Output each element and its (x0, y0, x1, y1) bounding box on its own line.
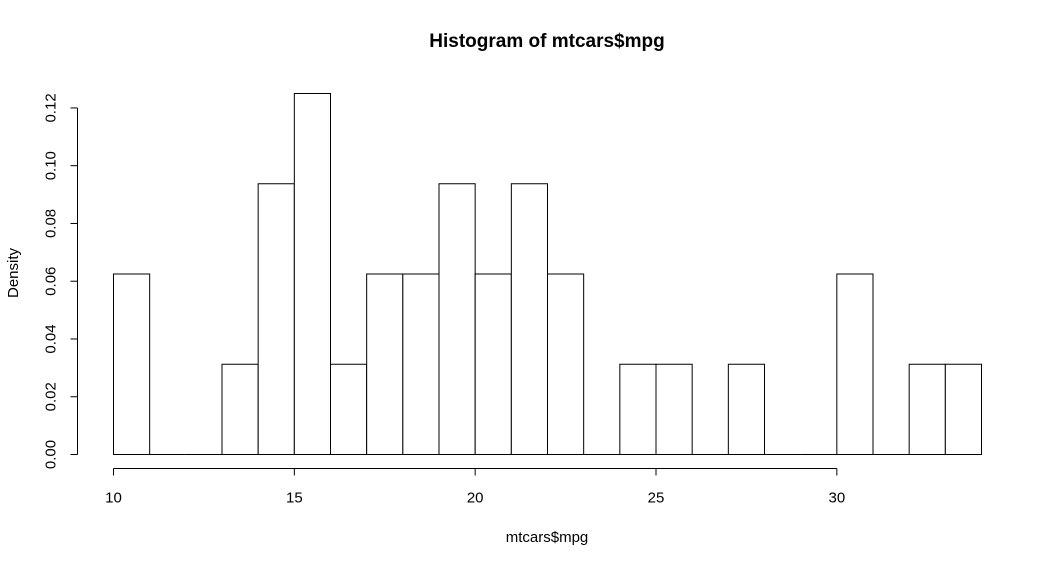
x-tick-label: 10 (105, 490, 122, 507)
x-axis: 10 15 20 25 30 (105, 468, 845, 507)
y-tick-label: 0.10 (43, 151, 60, 180)
histogram-bar (510, 183, 549, 455)
histogram-bar (113, 273, 151, 455)
y-tick-label: 0.06 (43, 267, 60, 296)
y-axis-label: Density (5, 247, 22, 298)
histogram-bar (547, 273, 585, 455)
x-tick-label: 30 (828, 490, 845, 507)
histogram-bar (402, 273, 440, 455)
y-tick-label: 0.04 (43, 324, 60, 353)
x-tick-label: 15 (286, 490, 303, 507)
histogram-bar (330, 363, 368, 455)
histogram-bar (366, 273, 404, 455)
histogram-bar (655, 363, 693, 455)
y-tick-label: 0.00 (43, 440, 60, 469)
histogram-bar (836, 273, 874, 455)
y-tick-label: 0.08 (43, 209, 60, 238)
histogram-bar (293, 93, 332, 455)
histogram-bar (908, 363, 946, 455)
histogram-bar (257, 183, 295, 455)
histogram-bar (944, 363, 982, 455)
y-tick-label: 0.02 (43, 382, 60, 411)
histogram-bar (619, 363, 657, 455)
chart-title: Histogram of mtcars$mpg (429, 31, 664, 52)
histogram-bar (727, 363, 765, 455)
histogram-bar (438, 183, 476, 455)
y-tick-label: 0.12 (43, 93, 60, 122)
y-axis: 0.00 0.02 0.04 0.06 0.08 0.10 0.12 (43, 93, 78, 469)
x-axis-label: mtcars$mpg (506, 529, 589, 546)
bars-group (113, 93, 982, 455)
x-tick-label: 25 (648, 490, 665, 507)
histogram-bar (221, 363, 259, 455)
histogram-bar (474, 273, 512, 455)
x-tick-label: 20 (467, 490, 484, 507)
